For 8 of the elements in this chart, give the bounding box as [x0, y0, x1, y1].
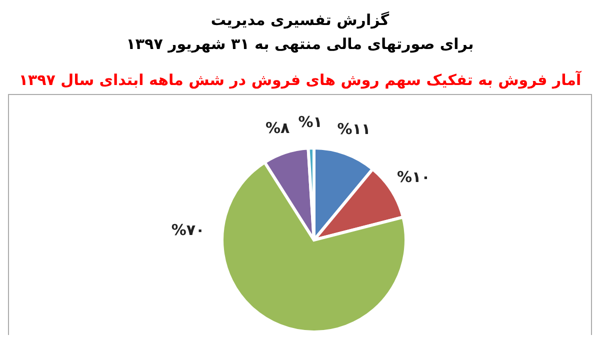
chart-title: آمار فروش به تفکیک سهم روش های فروش در شش ماهه ابتدای سال ۱۳۹۷: [18, 70, 582, 90]
text: گزارش تفسیری مدیریت: [210, 10, 390, 31]
data-label: %۱۰: [396, 168, 430, 186]
data-label: %۱: [298, 113, 322, 132]
text: برای صورتهای مالی منتهی به ۳۱ شهریور ۱۳۹۷: [125, 34, 475, 55]
data-label: %۱۱: [337, 120, 371, 138]
data-label: %۷۰: [171, 221, 205, 239]
data-label: %۸: [265, 118, 290, 137]
